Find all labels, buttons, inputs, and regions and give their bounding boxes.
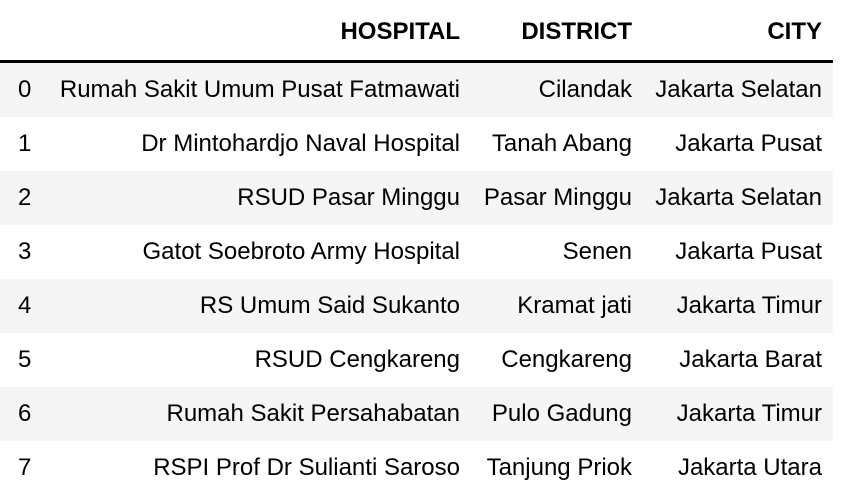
cell-district: Tanjung Priok xyxy=(486,454,632,481)
header-hospital: HOSPITAL xyxy=(46,0,471,63)
cell-hospital: RSPI Prof Dr Sulianti Saroso xyxy=(153,454,460,481)
cell-district: Senen xyxy=(562,238,632,265)
cell-hospital: Rumah Sakit Umum Pusat Fatmawati xyxy=(59,76,460,103)
cell-district: Pulo Gadung xyxy=(491,400,632,427)
cell-district: Pasar Minggu xyxy=(483,184,632,211)
header-district: DISTRICT xyxy=(471,0,643,63)
cell-district: Tanah Abang xyxy=(491,130,632,157)
cell-hospital: RSUD Cengkareng xyxy=(254,346,460,373)
cell-hospital: Rumah Sakit Persahabatan xyxy=(166,400,460,427)
cell-city: Jakarta Selatan xyxy=(655,184,822,211)
table-row: 3 Gatot Soebroto Army Hospital Senen Jak… xyxy=(0,225,833,279)
hospital-dataframe-table: HOSPITAL DISTRICT CITY 0 Rumah Sakit Umu… xyxy=(0,0,833,495)
cell-city: Jakarta Barat xyxy=(679,346,822,373)
cell-city: Jakarta Timur xyxy=(676,400,822,427)
row-index: 5 xyxy=(18,346,32,373)
table-row: 7 RSPI Prof Dr Sulianti Saroso Tanjung P… xyxy=(0,441,833,495)
table-row: 5 RSUD Cengkareng Cengkareng Jakarta Bar… xyxy=(0,333,833,387)
row-index: 7 xyxy=(18,454,32,481)
cell-hospital: RSUD Pasar Minggu xyxy=(237,184,460,211)
row-index: 6 xyxy=(18,400,32,427)
cell-city: Jakarta Pusat xyxy=(675,130,822,157)
table-row: 1 Dr Mintohardjo Naval Hospital Tanah Ab… xyxy=(0,117,833,171)
header-row: HOSPITAL DISTRICT CITY xyxy=(0,0,833,63)
cell-hospital: Dr Mintohardjo Naval Hospital xyxy=(141,130,460,157)
row-index: 2 xyxy=(18,184,32,211)
cell-city: Jakarta Timur xyxy=(676,292,822,319)
table-row: 4 RS Umum Said Sukanto Kramat jati Jakar… xyxy=(0,279,833,333)
cell-district: Cengkareng xyxy=(501,346,632,373)
row-index: 4 xyxy=(18,292,32,319)
cell-city: Jakarta Selatan xyxy=(655,76,822,103)
cell-city: Jakarta Utara xyxy=(677,454,822,481)
row-index: 3 xyxy=(18,238,32,265)
header-index xyxy=(0,0,46,63)
cell-hospital: Gatot Soebroto Army Hospital xyxy=(142,238,460,265)
row-index: 1 xyxy=(18,130,32,157)
table-row: 0 Rumah Sakit Umum Pusat Fatmawati Cilan… xyxy=(0,61,833,117)
table-row: 6 Rumah Sakit Persahabatan Pulo Gadung J… xyxy=(0,387,833,441)
cell-district: Kramat jati xyxy=(517,292,632,319)
table-row: 2 RSUD Pasar Minggu Pasar Minggu Jakarta… xyxy=(0,171,833,225)
cell-hospital: RS Umum Said Sukanto xyxy=(199,292,460,319)
row-index: 0 xyxy=(18,76,32,103)
cell-district: Cilandak xyxy=(538,76,632,103)
cell-city: Jakarta Pusat xyxy=(675,238,822,265)
header-city: CITY xyxy=(643,0,833,63)
